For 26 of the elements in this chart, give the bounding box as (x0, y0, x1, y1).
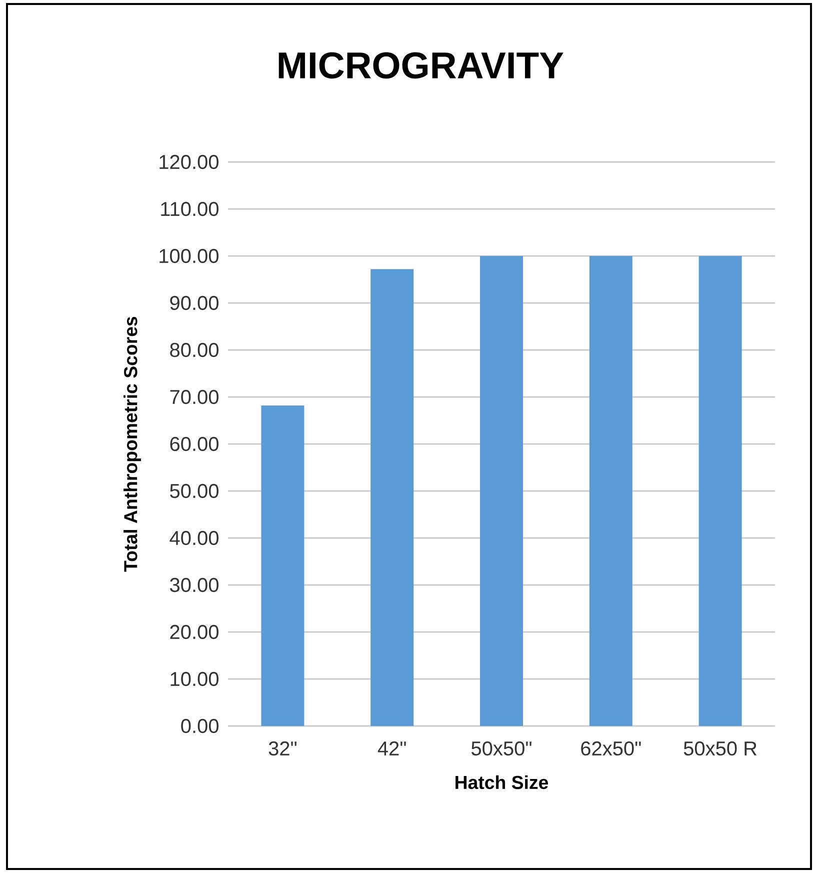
bar (698, 256, 742, 726)
bar (480, 256, 524, 726)
y-tick-label: 0.00 (181, 718, 218, 734)
y-tick-label: 10.00 (170, 672, 218, 686)
chart-title: MICROGRAVITY (278, 52, 564, 79)
x-tick-label: 42" (378, 741, 406, 756)
x-tick-label: 32" (268, 741, 297, 756)
y-tick-label: 50.00 (170, 484, 218, 498)
y-tick-label: 30.00 (170, 578, 218, 592)
y-axis-title: Total Anthropometric Scores (124, 316, 141, 572)
y-tick-label: 80.00 (170, 342, 218, 358)
bar (589, 256, 632, 726)
x-tick-label: 50x50 R (684, 741, 757, 756)
y-tick-label: 120.00 (160, 154, 218, 170)
y-tick-label: 100.00 (160, 248, 218, 264)
y-tick-label: 40.00 (170, 530, 218, 546)
bar (261, 405, 304, 726)
bar (370, 269, 414, 726)
x-tick-label: 62x50" (581, 741, 641, 756)
y-tick-label: 20.00 (170, 624, 218, 640)
x-tick-label: 50x50" (472, 741, 532, 756)
y-tick-label: 110.00 (161, 202, 218, 216)
y-tick-label: 90.00 (170, 296, 218, 310)
y-tick-label: 70.00 (170, 390, 218, 404)
y-tick-label: 60.00 (170, 436, 218, 452)
x-axis-title: Hatch Size (456, 775, 548, 790)
